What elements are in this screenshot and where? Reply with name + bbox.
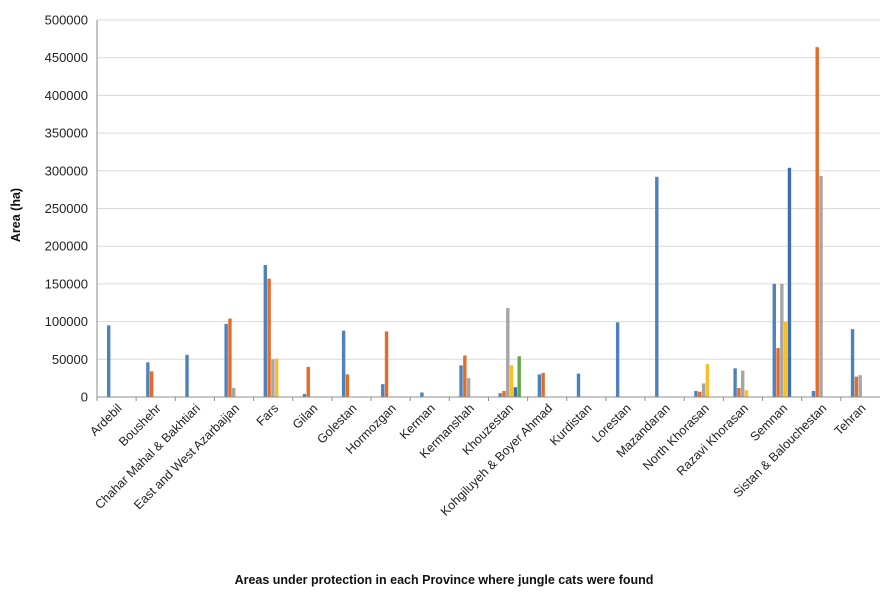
bar — [381, 384, 385, 397]
bar — [737, 387, 741, 397]
bar — [694, 390, 698, 397]
y-tick-label: 100000 — [45, 314, 88, 329]
bar — [420, 392, 424, 397]
x-axis-title: Areas under protection in each Province … — [235, 573, 654, 587]
bar — [146, 362, 150, 397]
y-tick-label: 400000 — [45, 88, 88, 103]
bar — [384, 331, 389, 397]
bar — [463, 355, 467, 397]
y-tick-label: 150000 — [45, 276, 88, 291]
y-tick-labels: 0 50000 100000 150000 200000 250000 300000 3500… — [45, 13, 88, 405]
y-tick-label: 250000 — [45, 201, 88, 216]
bar — [811, 390, 816, 397]
bar — [541, 372, 545, 397]
bar — [302, 393, 307, 397]
bar — [850, 329, 855, 397]
bar — [185, 354, 189, 397]
x-tick-label: Fars — [254, 401, 282, 429]
axes — [96, 20, 880, 401]
bar — [780, 283, 784, 397]
y-tick-label: 200000 — [45, 239, 88, 254]
x-tick-label: Razavi Khorasan — [674, 401, 751, 478]
bar — [466, 378, 471, 397]
bar — [576, 373, 581, 397]
bar — [107, 325, 111, 397]
gridlines — [97, 19, 880, 360]
bar — [149, 371, 154, 397]
x-tick-label: Kurdistan — [547, 401, 594, 448]
bar — [506, 308, 510, 397]
bar — [858, 375, 862, 397]
bar — [345, 374, 350, 397]
y-tick-label: 350000 — [45, 126, 88, 141]
bars — [107, 47, 862, 397]
bar — [306, 366, 310, 397]
x-tick-label: Gilan — [290, 401, 321, 432]
bar — [741, 370, 745, 397]
x-tick-label: Tehran — [832, 401, 869, 438]
bar — [705, 363, 710, 397]
bar — [537, 374, 542, 397]
bar — [733, 368, 737, 397]
bar — [819, 176, 823, 397]
bar — [815, 47, 819, 397]
bar — [783, 321, 788, 397]
bar — [502, 390, 506, 397]
y-axis-title: Area (ha) — [9, 188, 23, 242]
bar — [267, 278, 271, 397]
y-tick-label: 0 — [81, 390, 88, 405]
y-tick-label: 450000 — [45, 50, 88, 65]
bar — [263, 265, 267, 397]
bar — [701, 383, 706, 397]
bar — [228, 318, 232, 397]
bar — [517, 356, 521, 397]
x-tick-label: Ardebil — [87, 401, 124, 438]
bar — [787, 167, 792, 397]
bar — [459, 365, 463, 397]
y-tick-label: 500000 — [45, 13, 88, 28]
bar — [655, 176, 659, 397]
bar — [509, 365, 514, 397]
bar — [341, 330, 346, 397]
bar — [271, 359, 275, 397]
bar — [854, 376, 859, 397]
y-tick-label: 50000 — [52, 352, 88, 367]
bar — [744, 390, 749, 397]
bar — [224, 323, 228, 397]
bar — [772, 283, 776, 397]
bar — [232, 387, 236, 397]
bar — [275, 358, 279, 397]
y-tick-label: 300000 — [45, 163, 88, 178]
bar — [513, 387, 518, 397]
bar — [776, 347, 780, 397]
bar — [615, 322, 620, 397]
bar — [498, 393, 502, 397]
bar — [698, 391, 702, 397]
